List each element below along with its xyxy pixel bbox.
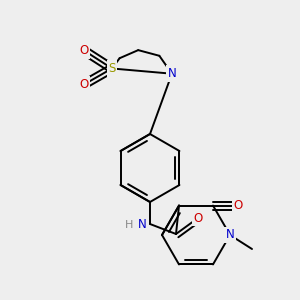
Text: O: O xyxy=(233,199,243,212)
Text: N: N xyxy=(138,218,146,232)
Text: H: H xyxy=(125,220,133,230)
Text: O: O xyxy=(194,212,202,224)
Text: N: N xyxy=(167,67,176,80)
Text: O: O xyxy=(80,78,88,91)
Text: N: N xyxy=(226,229,234,242)
Text: O: O xyxy=(80,44,88,57)
Text: S: S xyxy=(108,62,116,75)
